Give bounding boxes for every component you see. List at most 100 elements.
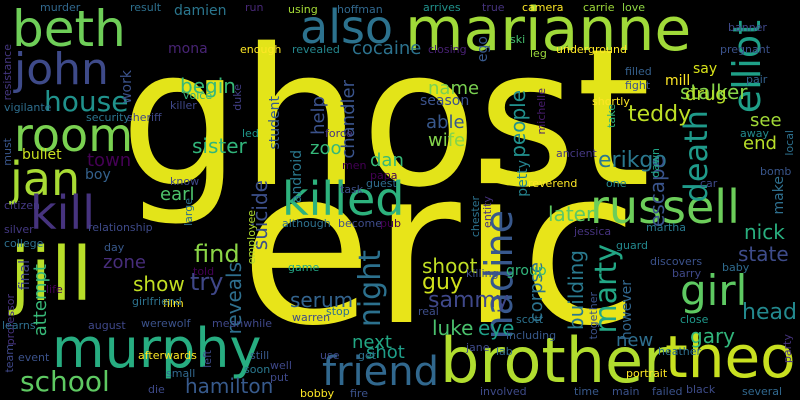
word-although: employee [245, 210, 258, 265]
word-bullet: bullet [22, 147, 62, 163]
word-pair: pair [746, 73, 768, 86]
word-vigilante: michelle [535, 88, 548, 135]
word-murphy: murphy [52, 317, 262, 380]
word-try: try [190, 268, 224, 296]
word-task: large [182, 198, 195, 226]
word-end: end [743, 133, 777, 154]
word-day: college [4, 237, 44, 250]
word-take: ancient [556, 147, 597, 160]
word-leg: leg [530, 47, 547, 60]
word-true: true [482, 1, 505, 14]
word-werewolf: august [88, 319, 126, 332]
word-employee: relationship [88, 221, 153, 234]
word-room: room [14, 108, 133, 162]
word-put: well [270, 359, 292, 372]
word-ghost: ghost [120, 8, 651, 229]
word-killing: game [288, 261, 320, 274]
word-time: involved [480, 385, 527, 398]
word-told: life [46, 283, 63, 296]
word-chester: pub [380, 217, 401, 230]
word-show: show [133, 272, 185, 296]
word-marianne: marianne [405, 0, 692, 65]
word-killed: killed [282, 172, 405, 226]
word-become: although [282, 217, 331, 230]
word-building: building [564, 250, 588, 331]
word-left: small [166, 367, 196, 380]
word-still: left [201, 350, 214, 368]
word-car: bomb [760, 165, 792, 178]
word-brother: brother [440, 324, 669, 397]
word-use: put [270, 371, 289, 384]
word-state: state [738, 242, 789, 266]
word-girl: girl [680, 266, 748, 315]
word-relationship: silver [4, 223, 34, 236]
word-eye: eye [478, 316, 515, 340]
word-however: however [619, 280, 635, 341]
word-failed: main [612, 385, 640, 398]
word-small: die [148, 383, 165, 396]
word-college: discovers [650, 255, 703, 268]
word-result: result [130, 1, 162, 14]
word-shoot: shoot [422, 254, 478, 278]
word-silver: one [606, 177, 627, 190]
word-camera: camera [522, 1, 564, 14]
word-serum: serum [290, 288, 354, 312]
word-enough: killer [170, 99, 197, 112]
word-also: also [300, 0, 394, 54]
word-house: house [44, 85, 129, 118]
word-filled: filled [625, 65, 652, 78]
word-jan: jan [10, 152, 81, 206]
word-michelle: closing [428, 43, 467, 56]
word-bomb: away [740, 127, 769, 140]
word-wife: wife [428, 130, 466, 151]
word-well: soon [244, 363, 271, 376]
word-group: group [506, 263, 547, 279]
word-hamilton: hamilton [185, 374, 274, 398]
word-john: john [14, 44, 109, 95]
word-final: final [17, 260, 33, 291]
word-guard: entity [481, 196, 494, 228]
word-duke: men [342, 159, 367, 172]
word-dan: dan [370, 150, 404, 171]
word-reverend: guest [366, 177, 397, 190]
word-guy: guy [422, 270, 463, 295]
word-jill: jill [10, 232, 93, 318]
word-ego: ego [475, 36, 491, 63]
word-game: told [193, 265, 215, 278]
word-using: using [288, 3, 318, 16]
word-damien: damien [174, 3, 227, 19]
word-warren: meanwhile [212, 317, 273, 330]
word-teddy: teddy [628, 102, 692, 127]
word-bobby: get [358, 349, 377, 362]
word-one: reverend [528, 177, 578, 190]
word-school: school [20, 365, 110, 398]
word-sheriff: security [86, 111, 130, 124]
word-night: night [353, 250, 388, 328]
word-drug: drug [685, 84, 727, 105]
word-beth: beth [12, 0, 126, 58]
word-afterwards: lab [496, 345, 513, 358]
word-murder: murder [40, 1, 81, 14]
word-theo: theo [665, 323, 796, 391]
word-film: werewolf [141, 317, 191, 330]
word-begin: begin [180, 74, 236, 98]
word-jessica: chester [469, 196, 482, 238]
word-papa: task [340, 183, 364, 196]
word-zoo: zoo [310, 138, 342, 159]
word-close: barry [672, 267, 702, 280]
word-several: black [686, 383, 716, 396]
word-able: able [426, 112, 465, 133]
word-find: find [194, 240, 240, 268]
word-love: love [622, 1, 646, 14]
word-meanwhile: film [163, 297, 184, 310]
word-erikgo: erikgo [598, 148, 667, 173]
word-run: run [245, 1, 264, 14]
word-black: failed [652, 385, 683, 398]
word-girlfriend: party [781, 334, 794, 364]
word-earl: earl [160, 184, 195, 205]
word-luke: luke [432, 316, 474, 340]
word-die: afterwards [138, 349, 197, 362]
word-fire: bobby [300, 387, 335, 400]
word-barry: baby [722, 261, 750, 274]
